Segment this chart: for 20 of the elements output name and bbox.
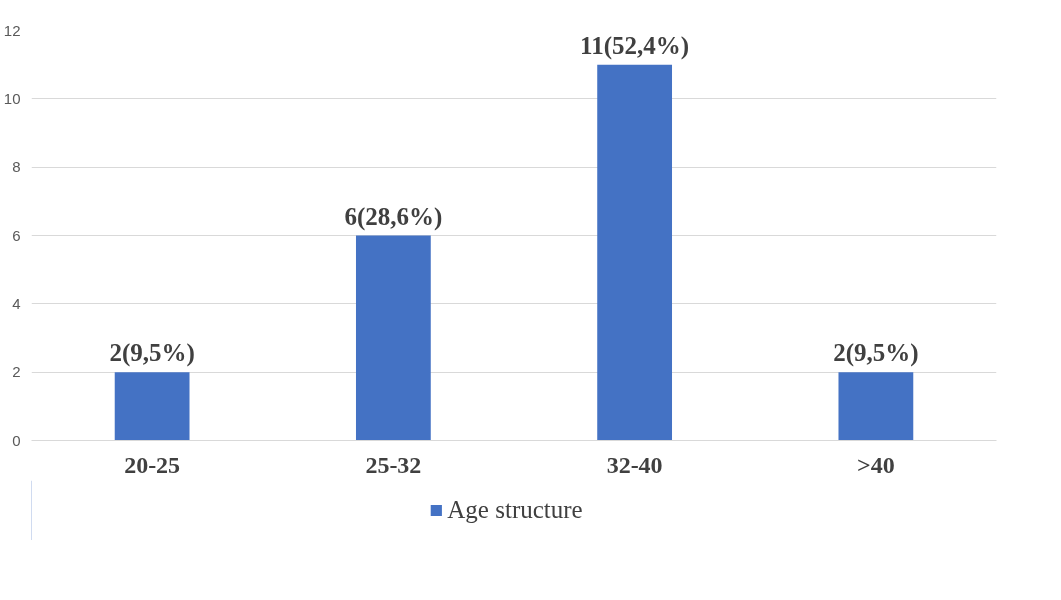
bar: [355, 235, 431, 441]
x-tick-label: >40: [857, 451, 895, 478]
x-tick-label: 20-25: [124, 451, 181, 478]
y-tick-label: 8: [12, 158, 21, 176]
y-tick-label: 2: [12, 363, 21, 381]
bar: [838, 372, 914, 441]
y-tick-label: 6: [12, 226, 21, 244]
data-label: 2(9,5%): [109, 339, 195, 368]
data-label: 11(52,4%): [580, 31, 690, 60]
y-tick-label: 4: [12, 294, 21, 312]
y-tick-label: 10: [3, 89, 21, 107]
legend-label: Age structure: [447, 496, 583, 524]
y-tick-label: 12: [3, 21, 21, 39]
bar: [114, 372, 190, 441]
y-tick-label: 0: [12, 431, 21, 449]
x-tick-label: 32-40: [606, 451, 663, 478]
data-label: 2(9,5%): [833, 339, 919, 368]
data-label: 6(28,6%): [344, 202, 443, 231]
x-tick-label: 25-32: [365, 451, 422, 478]
bar: [597, 64, 673, 441]
